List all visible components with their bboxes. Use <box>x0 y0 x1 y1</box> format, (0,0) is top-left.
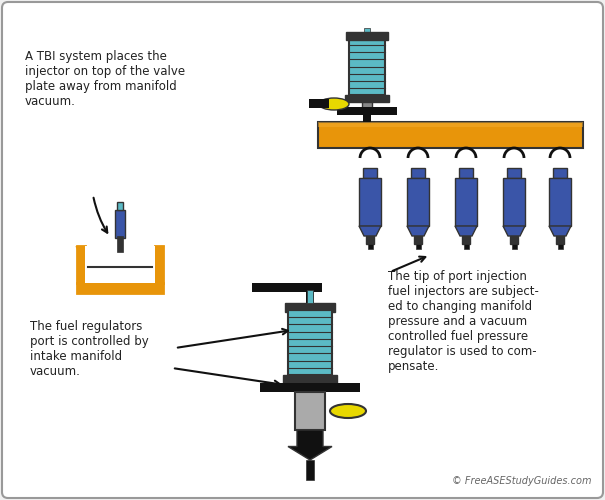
Bar <box>77 283 163 293</box>
Text: The tip of port injection
fuel injectors are subject-
ed to changing manifold
pr: The tip of port injection fuel injectors… <box>388 270 539 373</box>
Bar <box>363 168 377 178</box>
Text: The fuel regulators
port is controlled by
intake manifold
vacuum.: The fuel regulators port is controlled b… <box>30 320 149 378</box>
Bar <box>295 392 325 430</box>
Bar <box>359 178 381 226</box>
Bar <box>77 246 85 283</box>
Bar <box>463 244 468 249</box>
Text: A TBI system places the
injector on top of the valve
plate away from manifold
va: A TBI system places the injector on top … <box>25 50 185 108</box>
Bar <box>318 122 583 148</box>
Polygon shape <box>288 430 332 460</box>
Bar <box>117 236 123 252</box>
Bar <box>511 244 517 249</box>
Bar <box>363 115 371 122</box>
Bar <box>556 236 564 244</box>
Bar <box>557 244 563 249</box>
Bar <box>549 178 571 226</box>
Bar <box>507 168 521 178</box>
Bar <box>155 246 163 283</box>
Bar <box>407 178 429 226</box>
Bar <box>306 460 314 480</box>
Bar <box>553 168 567 178</box>
Polygon shape <box>503 226 525 236</box>
Ellipse shape <box>319 98 349 110</box>
Polygon shape <box>455 226 477 236</box>
Bar <box>117 202 123 210</box>
Bar <box>414 236 422 244</box>
Bar <box>362 102 372 112</box>
Text: © FreeASEStudyGuides.com: © FreeASEStudyGuides.com <box>453 476 592 486</box>
Bar <box>411 168 425 178</box>
Bar <box>337 107 397 115</box>
Polygon shape <box>549 226 571 236</box>
Bar <box>510 236 518 244</box>
Bar <box>366 236 374 244</box>
Bar <box>416 244 420 249</box>
Bar <box>459 168 473 178</box>
Bar <box>115 210 125 238</box>
Bar <box>283 375 337 383</box>
Bar <box>367 244 373 249</box>
Bar <box>364 28 370 38</box>
Bar <box>345 95 389 102</box>
Bar <box>318 122 583 127</box>
Bar <box>309 99 329 108</box>
Bar <box>349 38 385 95</box>
Bar <box>455 178 477 226</box>
Bar <box>85 246 155 283</box>
Ellipse shape <box>330 404 366 418</box>
Bar <box>306 292 314 310</box>
Polygon shape <box>359 226 381 236</box>
Bar <box>252 283 322 292</box>
Bar <box>307 290 313 303</box>
Bar <box>288 310 332 375</box>
Bar <box>260 383 360 392</box>
Bar <box>346 32 388 40</box>
Bar <box>462 236 470 244</box>
Bar <box>503 178 525 226</box>
Bar <box>285 303 335 312</box>
Polygon shape <box>407 226 429 236</box>
